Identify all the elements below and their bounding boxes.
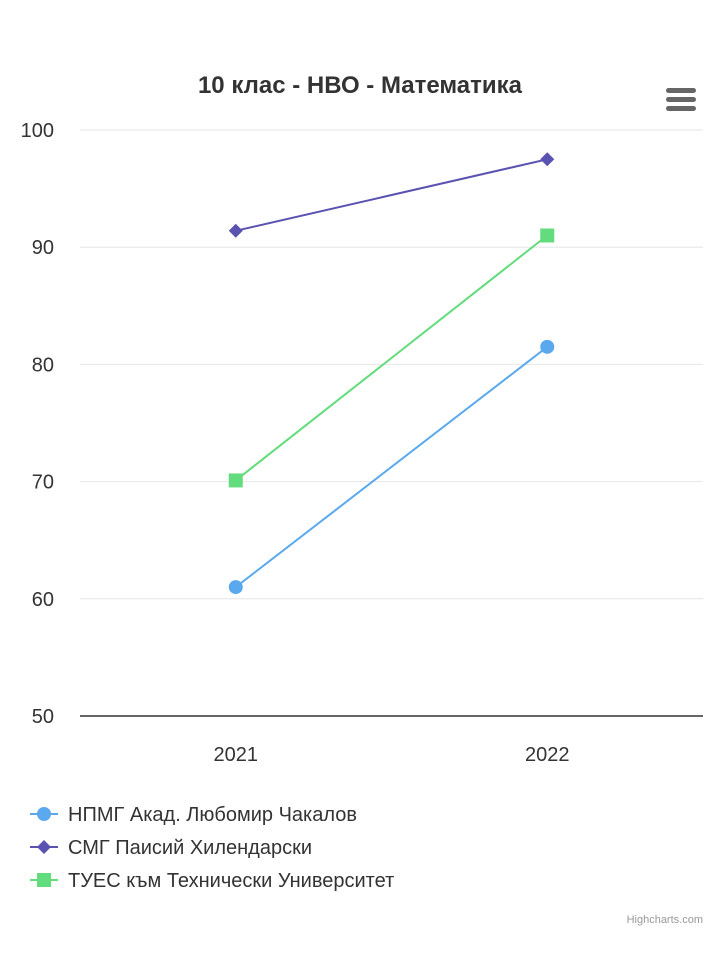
series-line <box>235 346 548 588</box>
data-point[interactable] <box>228 223 243 238</box>
y-axis: 50 60 70 80 90 100 <box>21 120 54 728</box>
series-line <box>235 158 548 232</box>
y-tick-label: 60 <box>32 589 54 611</box>
series-diamond <box>228 152 555 238</box>
y-tick-label: 90 <box>32 237 54 259</box>
legend-label: НПМГ Акад. Любомир Чакалов <box>68 804 357 826</box>
legend-item[interactable]: СМГ Паисий Хилендарски <box>30 837 312 859</box>
series-circle <box>228 339 555 595</box>
x-axis: 2021 2022 <box>80 715 703 766</box>
data-point[interactable] <box>540 152 555 167</box>
legend-label: ТУЕС към Технически Университет <box>68 870 394 892</box>
data-point[interactable] <box>228 473 243 488</box>
hamburger-menu-icon[interactable] <box>666 88 696 111</box>
legend-label: СМГ Паисий Хилендарски <box>68 837 312 859</box>
y-tick-label: 70 <box>32 472 54 494</box>
series-group <box>228 152 555 595</box>
legend-symbol[interactable] <box>37 873 51 887</box>
data-point[interactable] <box>540 339 555 354</box>
y-tick-label: 80 <box>32 354 54 376</box>
data-point[interactable] <box>228 580 243 595</box>
credits-link[interactable]: Highcharts.com <box>627 914 703 926</box>
x-tick-label: 2021 <box>214 744 259 766</box>
legend-item[interactable]: ТУЕС към Технически Университет <box>30 870 394 892</box>
series-square <box>228 228 555 488</box>
x-tick-label: 2022 <box>525 744 570 766</box>
chart-title: 10 клас - НВО - Математика <box>198 72 523 99</box>
gridlines <box>80 129 703 600</box>
data-point[interactable] <box>540 228 555 243</box>
legend-symbol[interactable] <box>37 840 51 854</box>
legend-item[interactable]: НПМГ Акад. Любомир Чакалов <box>30 804 357 826</box>
series-line <box>235 234 548 482</box>
legend: НПМГ Акад. Любомир Чакалов СМГ Паисий Хил… <box>30 804 394 892</box>
y-tick-label: 100 <box>21 120 54 142</box>
legend-symbol[interactable] <box>37 807 51 821</box>
y-tick-label: 50 <box>32 706 54 728</box>
